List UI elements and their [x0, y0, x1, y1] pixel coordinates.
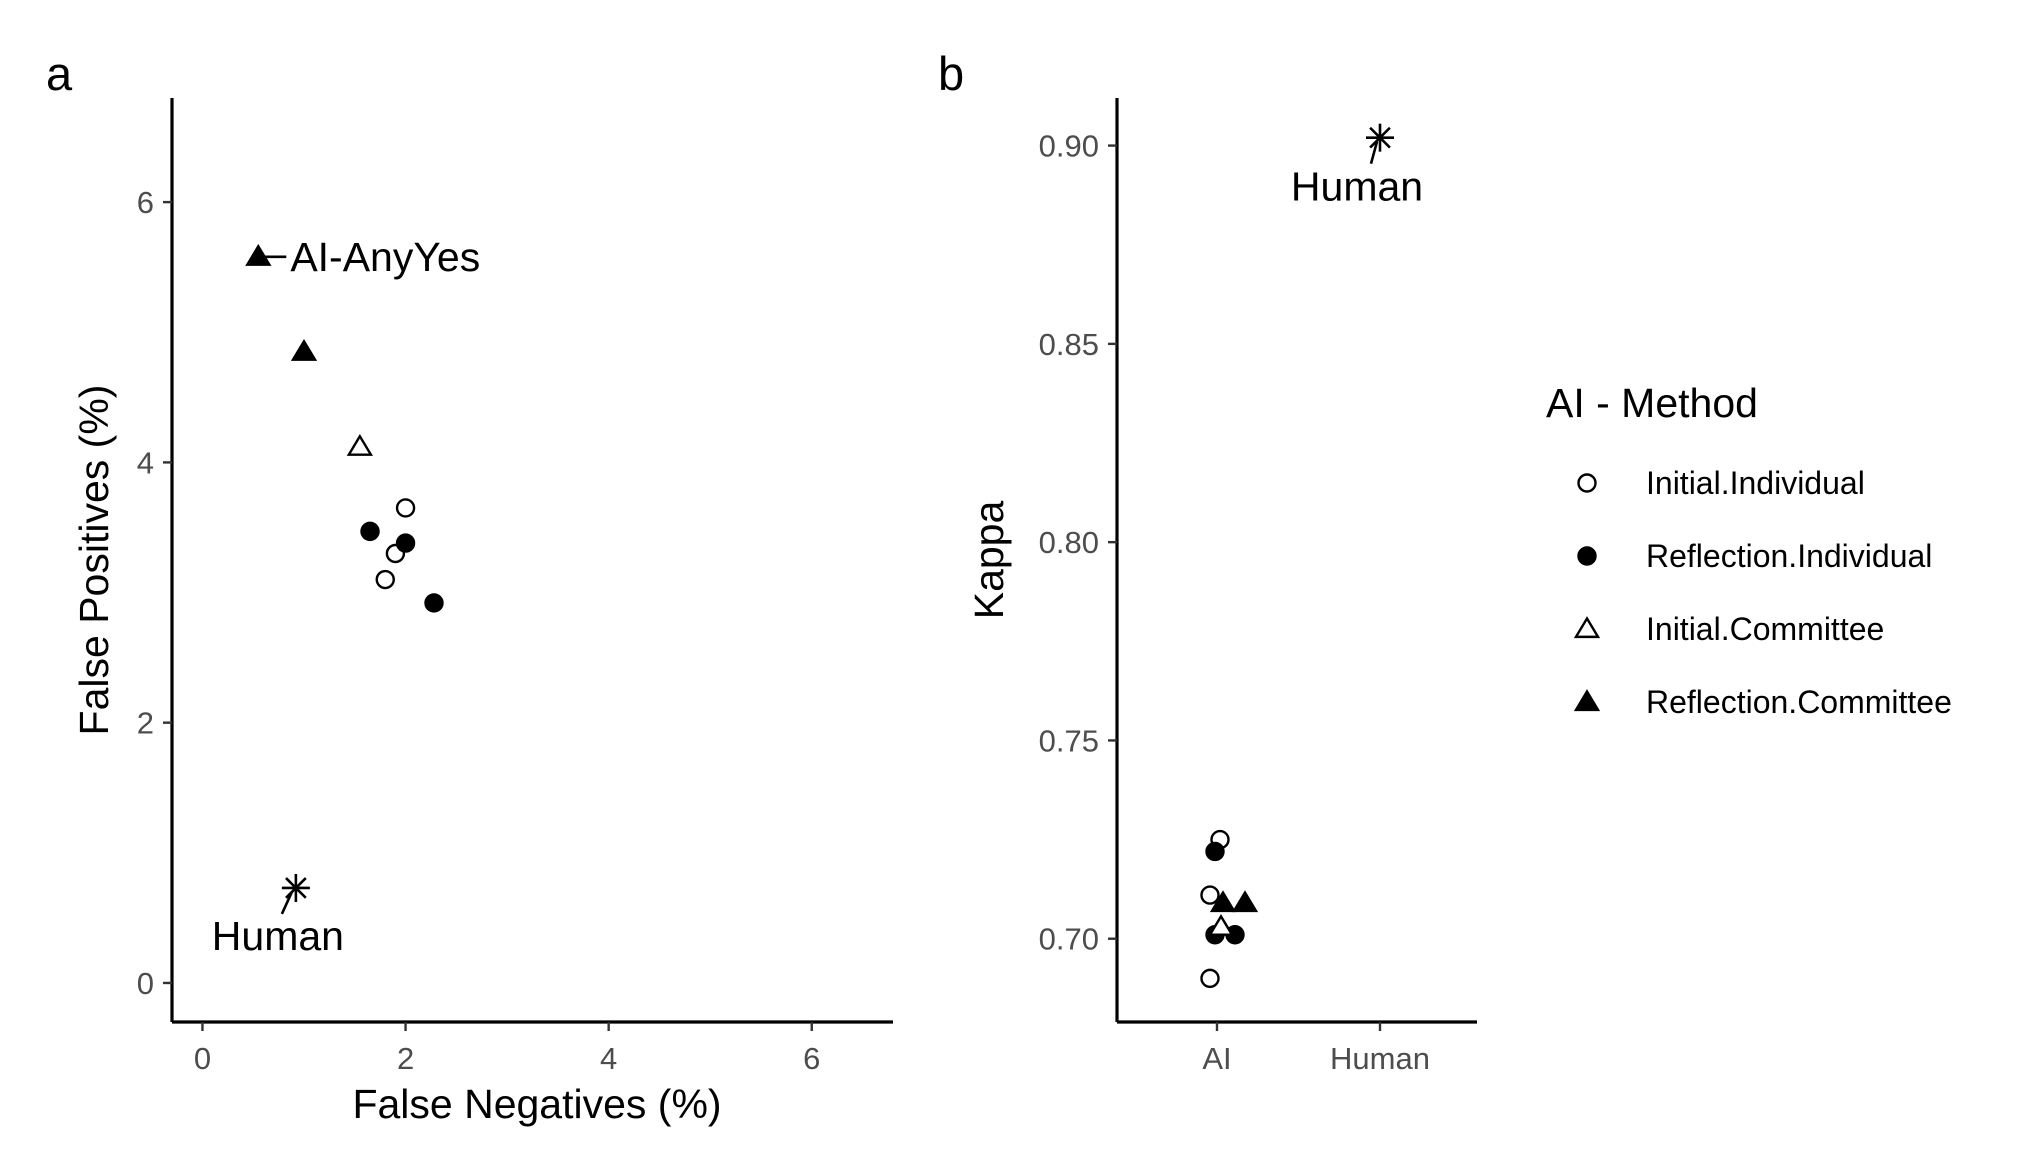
- human-asterisk-marker: [1366, 123, 1394, 152]
- ai-anyyes-label: AI-AnyYes: [290, 234, 480, 280]
- panel-a: a 0 2 4 6 0 2 4 6 False Negatives (%) False Po…: [46, 47, 893, 1127]
- legend-item: Reflection.Individual: [1577, 538, 1932, 574]
- y-tick-label: 0.70: [1039, 922, 1099, 957]
- legend-label: Initial.Committee: [1646, 611, 1884, 647]
- point-initial-individual: [1200, 885, 1220, 905]
- legend-key-filled-circle: [1577, 546, 1597, 566]
- point-initial-individual: [375, 569, 395, 590]
- y-tick-label: 0.75: [1039, 723, 1099, 758]
- human-label: Human: [1291, 164, 1423, 210]
- panel-b-annotations: Human: [1291, 141, 1423, 210]
- legend-label: Reflection.Committee: [1646, 684, 1952, 720]
- legend: AI - Method Initial.Individual Reflection…: [1546, 380, 1952, 720]
- point-reflection-committee: [1209, 890, 1237, 913]
- panel-a-x-ticks: 0 2 4 6: [194, 1022, 820, 1076]
- panel-a-axes: [170, 98, 893, 1024]
- point-reflection-individual: [360, 521, 380, 542]
- point-reflection-individual: [424, 593, 444, 613]
- legend-key-filled-triangle: [1573, 689, 1601, 712]
- legend-key-open-circle: [1577, 473, 1597, 493]
- human-connector: [1369, 141, 1379, 164]
- point-initial-individual: [395, 498, 416, 518]
- panel-a-y-axis-title: False Positives (%): [71, 385, 117, 736]
- y-tick-label: 0: [137, 966, 154, 1001]
- panel-b-tag: b: [938, 47, 964, 100]
- x-tick-label: 2: [397, 1041, 414, 1076]
- legend-label: Reflection.Individual: [1646, 538, 1932, 574]
- x-tick-label: 4: [600, 1041, 617, 1076]
- legend-item: Reflection.Committee: [1573, 684, 1952, 720]
- y-tick-label: 0.85: [1039, 327, 1099, 362]
- x-tick-label: Human: [1330, 1041, 1430, 1076]
- panel-a-x-axis-title: False Negatives (%): [352, 1081, 721, 1127]
- panel-a-y-ticks: 0 2 4 6: [137, 185, 172, 1001]
- panel-a-tag: a: [46, 47, 73, 100]
- legend-items: Initial.Individual Reflection.Individual I…: [1573, 465, 1952, 720]
- legend-item: Initial.Committee: [1573, 611, 1884, 647]
- panel-b-marks: [1200, 123, 1394, 989]
- point-reflection-committee: [245, 243, 272, 266]
- y-tick-label: 2: [137, 706, 154, 741]
- legend-item: Initial.Individual: [1577, 465, 1865, 501]
- panel-b-axes: [1115, 98, 1477, 1024]
- legend-label: Initial.Individual: [1646, 465, 1865, 501]
- point-initial-individual: [1200, 968, 1220, 989]
- point-initial-committee: [346, 433, 374, 456]
- point-initial-committee: [1207, 913, 1235, 936]
- legend-title: AI - Method: [1546, 380, 1758, 426]
- point-reflection-committee: [290, 338, 318, 361]
- human-asterisk-marker: [281, 873, 310, 902]
- y-tick-label: 4: [137, 445, 154, 480]
- human-label: Human: [212, 913, 344, 959]
- panel-b-y-axis-title: Kappa: [966, 501, 1012, 620]
- y-tick-label: 0.80: [1039, 525, 1099, 560]
- panel-a-annotations: AI-AnyYes Human: [212, 234, 480, 959]
- x-tick-label: AI: [1202, 1041, 1231, 1076]
- panel-b-x-ticks: AI Human: [1202, 1022, 1430, 1076]
- y-tick-label: 0.90: [1039, 129, 1099, 164]
- panel-b: b AI Human 0.70 0.75 0.80 0.85 0.90 Kappa Hum…: [938, 47, 1477, 1076]
- human-connector: [280, 891, 294, 915]
- x-tick-label: 0: [194, 1041, 211, 1076]
- panel-a-marks: [245, 243, 444, 902]
- y-tick-label: 6: [137, 185, 154, 220]
- point-reflection-committee: [1231, 890, 1259, 913]
- legend-key-open-triangle: [1573, 616, 1601, 639]
- x-tick-label: 6: [803, 1041, 820, 1076]
- panel-b-y-ticks: 0.70 0.75 0.80 0.85 0.90: [1039, 129, 1117, 957]
- point-reflection-individual: [395, 533, 416, 553]
- point-reflection-individual: [1205, 841, 1225, 862]
